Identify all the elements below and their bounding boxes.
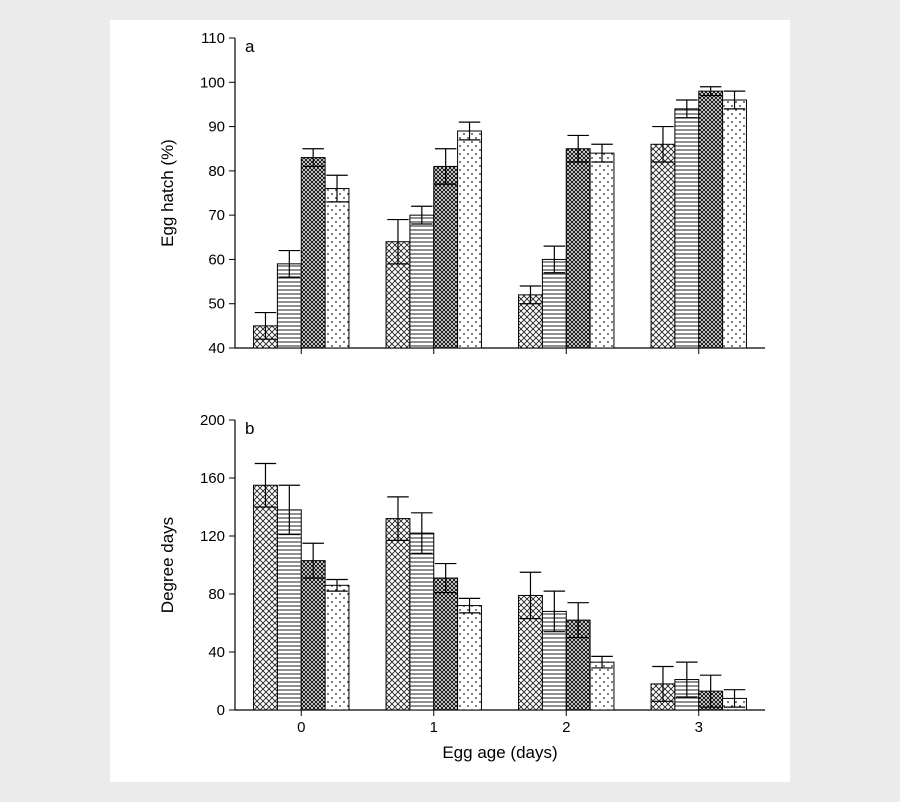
bar — [458, 131, 482, 348]
bar — [410, 215, 434, 348]
bar — [675, 109, 699, 348]
y-tick-label: 40 — [208, 644, 225, 661]
y-tick-label: 80 — [208, 586, 225, 603]
y-tick-label: 80 — [208, 163, 225, 180]
y-tick-label: 160 — [200, 470, 225, 487]
x-axis-label: Egg age (days) — [442, 743, 557, 762]
y-tick-label: 70 — [208, 207, 225, 224]
panel-b: 0 40 80 120 160 200 b Degree days 0 1 2 3 — [158, 412, 765, 736]
bar — [566, 149, 590, 348]
bar — [434, 578, 458, 710]
bar — [325, 585, 349, 710]
bar — [410, 533, 434, 710]
y-tick-label: 120 — [200, 528, 225, 545]
y-tick-label: 0 — [217, 702, 225, 719]
x-tick-label: 2 — [562, 719, 570, 736]
y-tick-label: 40 — [208, 340, 225, 357]
bar — [254, 485, 278, 710]
x-tick-label: 1 — [430, 719, 438, 736]
bar — [651, 144, 675, 348]
bar — [458, 606, 482, 710]
bar — [699, 91, 723, 348]
chart-svg: 405060708090100110aEgg hatch (%) 0408012… — [110, 20, 790, 782]
y-tick-label: 200 — [200, 412, 225, 429]
bar — [277, 510, 301, 710]
bar — [301, 158, 325, 348]
panel-tag: a — [245, 37, 255, 56]
y-tick-label: 50 — [208, 296, 225, 313]
panel-tag: b — [245, 419, 254, 438]
y-tick-label: 100 — [200, 74, 225, 91]
y-axis-label: Egg hatch (%) — [158, 139, 177, 247]
bar — [386, 519, 410, 710]
bar — [434, 166, 458, 348]
x-tick-label: 3 — [695, 719, 703, 736]
bar — [325, 189, 349, 348]
y-tick-label: 110 — [201, 30, 225, 47]
figure: 405060708090100110aEgg hatch (%) 0408012… — [110, 20, 790, 782]
y-tick-label: 60 — [208, 251, 225, 268]
bar — [590, 662, 614, 710]
bar — [723, 100, 747, 348]
bar — [301, 561, 325, 710]
y-axis-label: Degree days — [158, 517, 177, 613]
bar — [590, 153, 614, 348]
panel-a: 40 50 60 70 80 90 100 110 a Egg hatch (%) — [158, 30, 765, 357]
x-tick-label: 0 — [297, 719, 305, 736]
y-tick-label: 90 — [208, 119, 225, 136]
